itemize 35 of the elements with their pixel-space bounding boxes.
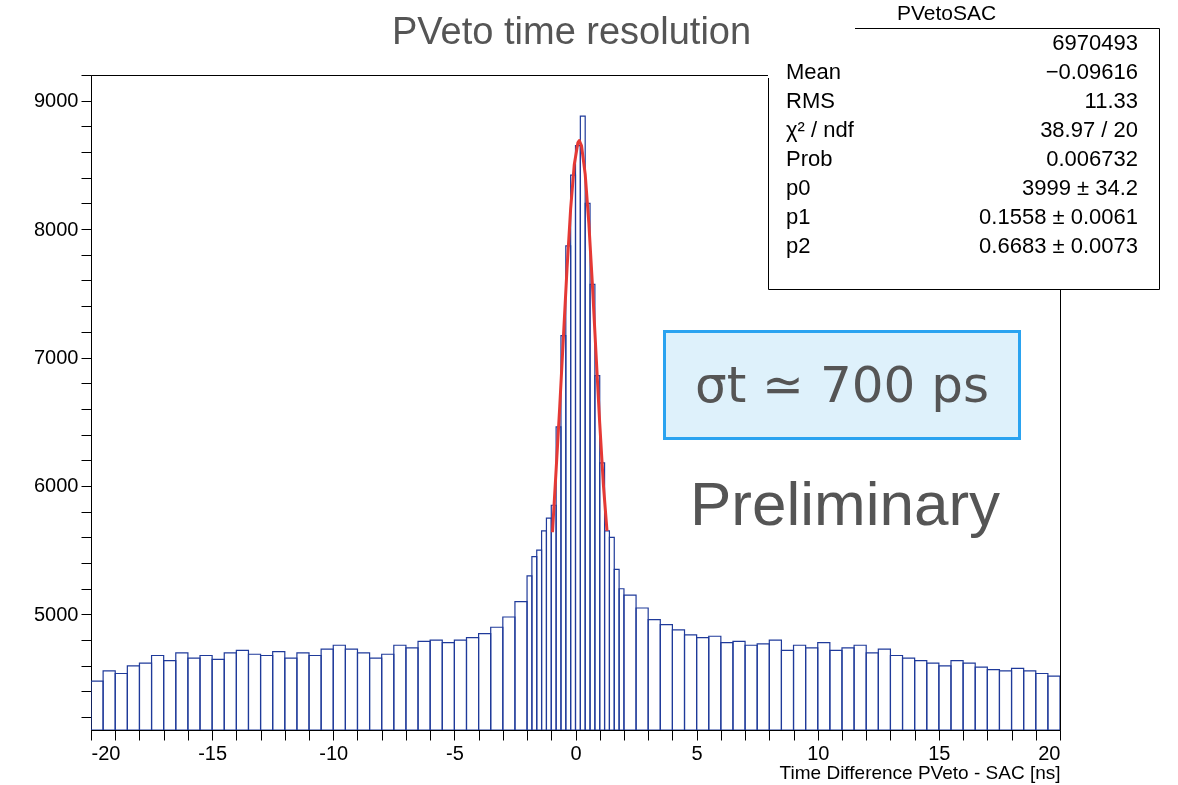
x-tick-label: -20: [91, 741, 121, 764]
text: PVetoSAC: [897, 1, 997, 25]
x-tick-label: 0: [570, 741, 582, 764]
chart-title: PVeto time resolution: [392, 10, 752, 53]
x-tick-label: -15: [198, 741, 228, 764]
x-tick-label: -5: [445, 741, 464, 764]
y-tick-label: 8000: [34, 217, 79, 240]
annotation: χ² / ndf: [786, 117, 854, 143]
annotation: p0: [786, 175, 811, 201]
y-tick-label: 9000: [34, 89, 79, 112]
x-tick-label: 10: [807, 741, 830, 764]
x-tick-label: -10: [319, 741, 349, 764]
annotation: Prob: [786, 146, 833, 172]
annotation: p1: [786, 204, 811, 230]
x-axis-title: Time Difference PVeto - SAC [ns]: [779, 761, 1061, 783]
x-tick-label: 5: [691, 741, 703, 764]
y-tick-label: 7000: [34, 346, 79, 369]
annotation: −0.09616: [1045, 59, 1138, 85]
annotation: 0.006732: [1046, 146, 1138, 172]
text: 11.33: [1084, 88, 1138, 114]
text: 6970493: [1052, 30, 1138, 56]
annotation: 38.97 / 20: [1040, 117, 1138, 143]
annotation: Mean: [786, 59, 842, 85]
annotation: 0.1558 ± 0.0061: [979, 204, 1138, 230]
y-tick-label: 5000: [34, 602, 79, 625]
x-tick-label: 15: [928, 741, 951, 764]
x-tick-label: 20: [1038, 741, 1061, 764]
annotation: RMS: [786, 88, 835, 114]
annotation: p2: [786, 233, 811, 259]
y-tick-label: 6000: [34, 474, 79, 497]
annotation: Preliminary: [690, 468, 1001, 539]
annotation: 0.6683 ± 0.0073: [979, 233, 1138, 259]
annotation: 3999 ± 34.2: [1021, 175, 1138, 201]
line-series: [550, 139, 609, 534]
annotation: σt ≃ 700 ps: [663, 330, 1021, 440]
